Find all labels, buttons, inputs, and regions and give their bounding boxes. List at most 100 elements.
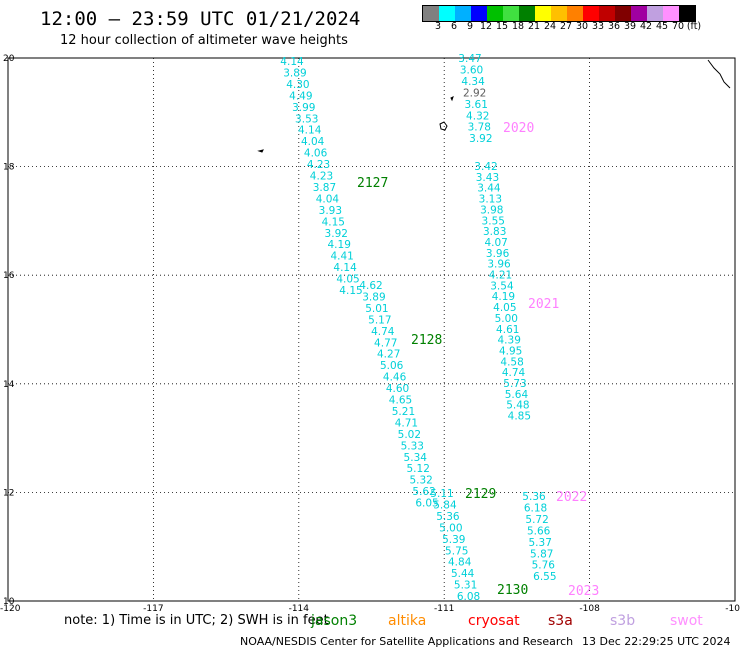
wave-height-value: 4.21 xyxy=(489,270,512,282)
wave-height-value: 4.05 xyxy=(336,274,359,286)
color-swatch xyxy=(663,6,679,21)
color-swatch xyxy=(599,6,615,21)
wave-height-value: 3.99 xyxy=(292,102,315,114)
wave-height-value: 3.93 xyxy=(319,205,342,217)
wave-height-value: 5.36 xyxy=(522,491,546,503)
pass-time-label: 2128 xyxy=(411,333,442,348)
pass-time-label: 2021 xyxy=(528,297,559,312)
color-scale-labels: 3 6 9 12 15 18 21 24 27 30 33 36 39 42 45 70 (ft) xyxy=(422,21,740,33)
wave-height-value: 4.84 xyxy=(448,557,472,569)
lon-tick-label: -10 xyxy=(725,604,740,614)
wave-height-value: 5.34 xyxy=(404,452,428,464)
axis-tick-labels: -120 -117 -114 -111 -108 -10 20 18 16 14 12 10 xyxy=(0,54,740,614)
color-scale-label: 12 xyxy=(479,21,493,32)
color-scale-label: 42 xyxy=(639,21,653,32)
color-scale-label: 39 xyxy=(623,21,637,32)
color-scale-label: 6 xyxy=(450,21,458,32)
lon-tick-label: -120 xyxy=(0,604,21,614)
wave-height-value: 5.00 xyxy=(439,522,462,534)
color-scale-label: 15 xyxy=(495,21,509,32)
wave-height-value: 3.78 xyxy=(468,122,491,134)
pass-time-label: 2023 xyxy=(568,584,599,599)
lon-tick-label: -108 xyxy=(579,604,600,614)
color-scale-label: 30 xyxy=(575,21,589,32)
wave-height-value: 5.72 xyxy=(525,514,548,526)
wave-height-value: 5.48 xyxy=(506,400,529,412)
wave-height-value: 5.44 xyxy=(451,568,475,580)
lat-tick-label: 10 xyxy=(3,597,15,607)
wave-height-value: 5.84 xyxy=(433,499,457,511)
lon-tick-label: -111 xyxy=(434,604,454,614)
wave-height-value: 5.01 xyxy=(365,303,388,315)
wave-height-value: 5.66 xyxy=(527,525,551,537)
color-scale-label: 27 xyxy=(559,21,573,32)
wave-height-value: 3.55 xyxy=(482,215,505,227)
pass-time-label: 2022 xyxy=(556,490,587,505)
wave-height-value: 5.11 xyxy=(430,488,453,500)
island-clarion xyxy=(257,149,264,153)
wave-height-value: 4.27 xyxy=(377,349,400,361)
wave-height-value: 4.14 xyxy=(333,262,357,274)
wave-height-value: 4.05 xyxy=(493,302,516,314)
wave-height-value: 3.54 xyxy=(490,280,514,292)
coastline-mainland xyxy=(707,59,731,89)
color-swatch xyxy=(423,6,439,21)
wave-height-value: 5.87 xyxy=(530,548,553,560)
satellite-legend-item: cryosat xyxy=(468,613,520,629)
wave-height-value: 2.92 xyxy=(463,87,486,99)
wave-height-value: 3.98 xyxy=(480,204,503,216)
satellite-legend-item: s3b xyxy=(610,613,636,629)
wave-height-value: 4.74 xyxy=(371,326,395,338)
wave-height-value: 5.62 xyxy=(412,486,435,498)
wave-height-value: 5.76 xyxy=(532,560,556,572)
wave-height-value: 5.31 xyxy=(454,580,477,592)
wave-height-value: 4.04 xyxy=(316,193,340,205)
color-scale-label: 18 xyxy=(511,21,525,32)
satellite-legend-item: s3a xyxy=(548,613,573,629)
wave-height-value: 4.71 xyxy=(395,417,418,429)
wave-height-value: 3.89 xyxy=(362,291,385,303)
color-scale-bar xyxy=(422,5,696,22)
wave-height-value: 4.61 xyxy=(496,324,519,336)
wave-height-value: 6.08 xyxy=(457,591,480,603)
wave-height-value: 4.60 xyxy=(386,383,409,395)
wave-height-value: 5.64 xyxy=(505,389,529,401)
wave-height-value: 3.87 xyxy=(313,182,336,194)
wave-height-value: 6.18 xyxy=(524,502,547,514)
wave-height-value: 4.58 xyxy=(500,356,523,368)
color-scale-label: 36 xyxy=(607,21,621,32)
wave-height-value: 3.13 xyxy=(479,194,502,206)
pass-time-label: 2020 xyxy=(503,121,534,136)
coastline xyxy=(257,59,731,153)
satellite-legend-item: swot xyxy=(670,613,703,629)
color-swatch xyxy=(455,6,471,21)
color-swatch xyxy=(567,6,583,21)
wave-height-value: 4.74 xyxy=(502,367,526,379)
wave-height-value: 5.39 xyxy=(442,534,465,546)
lat-tick-label: 14 xyxy=(3,380,15,390)
wave-height-value: 4.39 xyxy=(498,335,521,347)
footer-note: note: 1) Time is in UTC; 2) SWH is in fe… xyxy=(64,613,329,628)
wave-height-value: 5.21 xyxy=(392,406,415,418)
color-scale-label: 33 xyxy=(591,21,605,32)
wave-height-value: 3.92 xyxy=(325,228,348,240)
map-border xyxy=(7,57,736,602)
color-swatch xyxy=(471,6,487,21)
wave-height-value: 4.32 xyxy=(466,110,489,122)
wave-height-value: 3.96 xyxy=(486,248,510,260)
map-subtitle: 12 hour collection of altimeter wave hei… xyxy=(60,33,348,48)
lat-tick-label: 12 xyxy=(3,488,14,498)
map-frame xyxy=(7,57,736,602)
wave-height-value: 4.15 xyxy=(339,285,362,297)
wave-height-value: 4.95 xyxy=(499,345,522,357)
color-swatch xyxy=(551,6,567,21)
color-scale-label: (ft) xyxy=(686,21,702,32)
wave-height-value: 4.06 xyxy=(304,148,328,160)
color-scale-label: 45 xyxy=(655,21,669,32)
wave-height-value: 5.36 xyxy=(436,511,460,523)
wave-height-value: 3.96 xyxy=(487,259,511,271)
color-swatch xyxy=(647,6,663,21)
wave-height-value: 3.44 xyxy=(477,183,501,195)
color-scale-label: 70 xyxy=(671,21,685,32)
